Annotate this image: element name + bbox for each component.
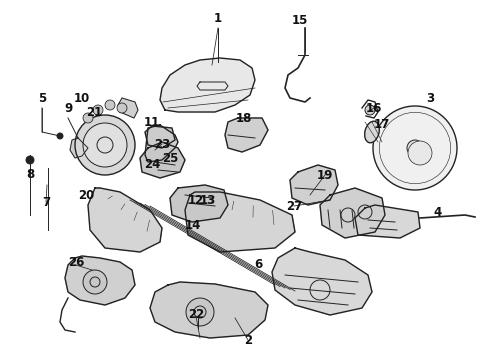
Text: 27: 27 xyxy=(286,199,302,212)
Polygon shape xyxy=(150,282,268,338)
Text: 24: 24 xyxy=(144,158,160,171)
Circle shape xyxy=(373,106,457,190)
Text: 18: 18 xyxy=(236,112,252,125)
Text: 4: 4 xyxy=(434,206,442,219)
Text: 8: 8 xyxy=(26,167,34,180)
Text: 3: 3 xyxy=(426,91,434,104)
Polygon shape xyxy=(355,205,420,238)
Text: 11: 11 xyxy=(144,116,160,129)
Text: 9: 9 xyxy=(64,102,72,114)
Text: 14: 14 xyxy=(185,219,201,231)
Polygon shape xyxy=(185,192,295,252)
Text: 19: 19 xyxy=(317,168,333,181)
Circle shape xyxy=(407,140,423,156)
Polygon shape xyxy=(320,188,385,238)
Circle shape xyxy=(75,115,135,175)
Text: 13: 13 xyxy=(200,194,216,207)
Ellipse shape xyxy=(365,121,379,143)
Circle shape xyxy=(93,105,103,115)
Polygon shape xyxy=(145,126,175,148)
Text: 21: 21 xyxy=(86,105,102,118)
Circle shape xyxy=(186,298,214,326)
Text: 15: 15 xyxy=(292,14,308,27)
Polygon shape xyxy=(145,125,178,162)
Polygon shape xyxy=(140,142,185,178)
Polygon shape xyxy=(272,248,372,315)
Circle shape xyxy=(408,141,432,165)
Text: 10: 10 xyxy=(74,91,90,104)
Text: 17: 17 xyxy=(374,117,390,131)
Text: 25: 25 xyxy=(162,152,178,165)
Text: 1: 1 xyxy=(214,12,222,24)
Polygon shape xyxy=(65,256,135,305)
Circle shape xyxy=(105,100,115,110)
Polygon shape xyxy=(88,188,162,252)
Circle shape xyxy=(57,133,63,139)
Text: 2: 2 xyxy=(244,333,252,346)
Text: 16: 16 xyxy=(366,102,382,114)
Text: 5: 5 xyxy=(38,91,46,104)
Circle shape xyxy=(365,105,375,115)
Text: 26: 26 xyxy=(68,256,84,270)
Text: 20: 20 xyxy=(78,189,94,202)
Text: 22: 22 xyxy=(188,309,204,321)
Circle shape xyxy=(83,123,127,167)
Text: 12: 12 xyxy=(188,194,204,207)
Polygon shape xyxy=(160,58,255,112)
Polygon shape xyxy=(70,138,88,158)
Circle shape xyxy=(26,156,34,164)
Text: 7: 7 xyxy=(42,195,50,208)
Polygon shape xyxy=(170,185,228,222)
Polygon shape xyxy=(118,98,138,118)
Polygon shape xyxy=(290,165,338,205)
Circle shape xyxy=(117,103,127,113)
Polygon shape xyxy=(225,118,268,152)
Circle shape xyxy=(83,113,93,123)
Text: 6: 6 xyxy=(254,257,262,270)
Text: 23: 23 xyxy=(154,138,170,150)
Circle shape xyxy=(83,270,107,294)
